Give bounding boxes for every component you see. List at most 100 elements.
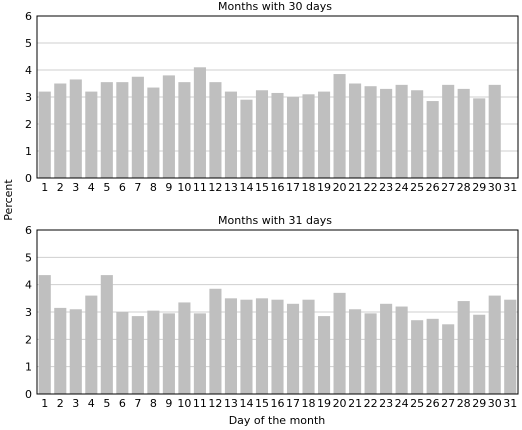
x-tick-label: 17 <box>286 397 300 410</box>
panel-title: Months with 30 days <box>218 0 332 13</box>
y-tick-label: 5 <box>25 37 32 50</box>
x-tick-label: 13 <box>224 181 238 194</box>
bar <box>240 299 253 394</box>
x-tick-label: 20 <box>333 397 347 410</box>
bar <box>426 318 439 394</box>
bar <box>240 99 253 178</box>
x-tick-label: 5 <box>103 181 110 194</box>
bar <box>38 275 51 394</box>
x-tick-label: 11 <box>193 181 207 194</box>
y-tick-label: 4 <box>25 279 32 292</box>
bar <box>395 306 408 394</box>
x-tick-label: 2 <box>57 397 64 410</box>
bar <box>116 312 129 394</box>
bar <box>349 309 362 394</box>
plot-frame <box>36 15 519 179</box>
bar <box>255 298 269 394</box>
bar <box>488 84 501 178</box>
bar <box>178 302 191 394</box>
bar <box>85 295 98 394</box>
y-tick-label: 6 <box>25 10 32 23</box>
bar <box>286 97 300 178</box>
bar <box>54 83 67 178</box>
bar <box>193 313 206 394</box>
bar <box>178 82 191 178</box>
bar <box>100 275 113 394</box>
x-tick-label: 22 <box>364 397 378 410</box>
bar <box>69 79 82 178</box>
x-tick-label: 9 <box>165 181 172 194</box>
x-axis-label: Day of the month <box>229 414 326 427</box>
x-tick-label: 28 <box>457 181 471 194</box>
y-tick-label: 2 <box>25 333 32 346</box>
bar <box>271 92 284 178</box>
x-tick-label: 8 <box>150 397 157 410</box>
bar <box>317 91 331 178</box>
x-tick-label: 3 <box>72 181 79 194</box>
x-tick-label: 30 <box>488 181 502 194</box>
bar <box>302 94 315 178</box>
x-tick-label: 24 <box>395 181 409 194</box>
y-tick-label: 5 <box>25 251 32 264</box>
x-tick-label: 22 <box>364 181 378 194</box>
y-axis-label: Percent <box>2 179 15 221</box>
x-tick-label: 27 <box>441 397 455 410</box>
bar <box>116 82 129 178</box>
bar <box>411 320 424 394</box>
y-tick-label: 2 <box>25 118 32 131</box>
panel-title: Months with 31 days <box>218 214 332 227</box>
bar <box>162 75 175 178</box>
bar <box>364 86 377 178</box>
bar <box>333 292 346 394</box>
x-tick-label: 25 <box>410 397 424 410</box>
x-tick-label: 16 <box>271 397 285 410</box>
y-tick-label: 1 <box>25 145 32 158</box>
x-tick-label: 20 <box>333 181 347 194</box>
bar <box>54 307 67 394</box>
x-tick-label: 12 <box>208 397 222 410</box>
x-tick-label: 28 <box>457 397 471 410</box>
bar <box>224 298 238 394</box>
bar <box>147 310 160 394</box>
bar <box>209 82 222 178</box>
bar <box>193 67 206 178</box>
x-tick-label: 30 <box>488 397 502 410</box>
bar <box>442 84 455 178</box>
bar <box>426 101 439 178</box>
bar <box>147 87 160 178</box>
bar <box>457 301 470 394</box>
x-tick-label: 4 <box>88 181 95 194</box>
x-tick-label: 21 <box>348 397 362 410</box>
bar <box>457 88 470 178</box>
bar <box>473 98 486 178</box>
x-tick-label: 2 <box>57 181 64 194</box>
y-tick-label: 3 <box>25 306 32 319</box>
bar <box>504 299 517 394</box>
bar <box>271 299 284 394</box>
bar <box>302 299 315 394</box>
bar <box>317 316 331 394</box>
x-tick-label: 26 <box>426 397 440 410</box>
x-tick-label: 8 <box>150 181 157 194</box>
x-tick-label: 14 <box>239 397 253 410</box>
x-tick-label: 31 <box>503 181 517 194</box>
x-tick-label: 3 <box>72 397 79 410</box>
x-tick-label: 24 <box>395 397 409 410</box>
x-tick-label: 14 <box>239 181 253 194</box>
x-tick-label: 10 <box>177 181 191 194</box>
x-tick-label: 23 <box>379 181 393 194</box>
bar <box>380 303 393 394</box>
x-tick-label: 16 <box>271 181 285 194</box>
x-tick-label: 15 <box>255 397 269 410</box>
x-tick-label: 19 <box>317 397 331 410</box>
y-tick-label: 0 <box>25 172 32 185</box>
x-tick-label: 25 <box>410 181 424 194</box>
bar <box>162 313 175 394</box>
x-tick-label: 13 <box>224 397 238 410</box>
y-tick-label: 6 <box>25 224 32 237</box>
x-tick-label: 18 <box>302 397 316 410</box>
bar <box>349 83 362 178</box>
